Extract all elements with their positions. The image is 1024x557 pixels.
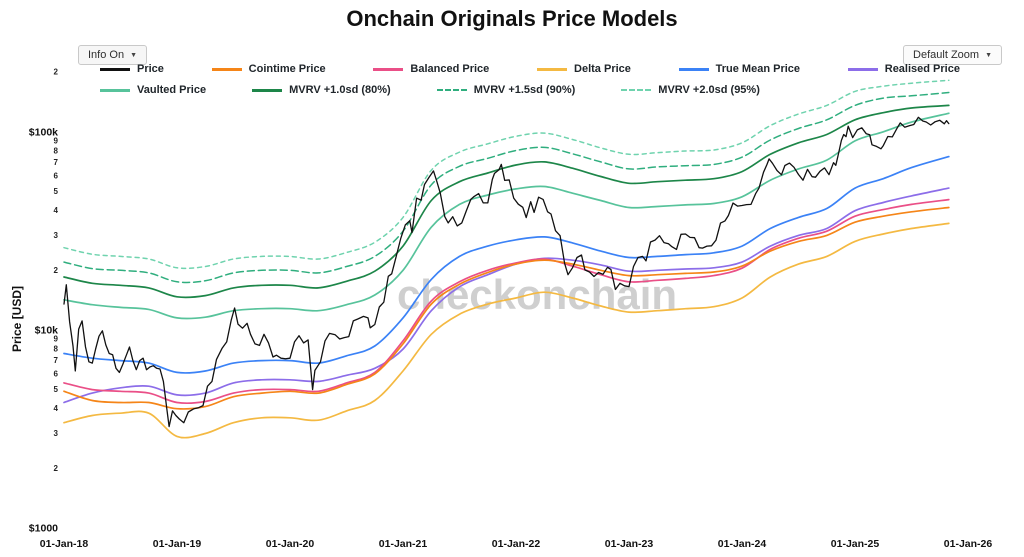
series-line-realised-price bbox=[63, 187, 950, 404]
x-tick-label: 01-Jan-24 bbox=[718, 538, 767, 550]
legend-line-swatch bbox=[211, 67, 242, 71]
series-line-true-mean-price bbox=[63, 155, 950, 374]
legend-label: Delta Price bbox=[574, 63, 631, 75]
info-toggle-button[interactable]: Info On ▼ bbox=[78, 45, 148, 65]
y-tick-label: 4 bbox=[54, 404, 59, 413]
series-line-balanced-price bbox=[63, 198, 950, 405]
legend-line-swatch bbox=[678, 67, 709, 71]
legend-line-swatch bbox=[373, 67, 404, 71]
legend-label: MVRV +1.0sd (80%) bbox=[289, 84, 391, 96]
zoom-select-button[interactable]: Default Zoom ▼ bbox=[903, 45, 1002, 65]
legend-item-balanced-price[interactable]: Balanced Price bbox=[373, 63, 489, 75]
legend-row-1: Price Cointime Price Balanced Price Delta P… bbox=[100, 63, 960, 75]
axis-ticks: 01-Jan-18 01-Jan-19 01-Jan-20 01-Jan-21 01-J… bbox=[29, 68, 993, 550]
page-title: Onchain Originals Price Models bbox=[346, 6, 678, 31]
legend-label: Cointime Price bbox=[248, 63, 326, 75]
legend-item-true-mean-price[interactable]: True Mean Price bbox=[678, 63, 801, 75]
x-tick-label: 01-Jan-19 bbox=[153, 538, 202, 550]
y-tick-label: 2 bbox=[54, 68, 59, 77]
y-tick-label: 5 bbox=[54, 187, 59, 196]
legend-label: Realised Price bbox=[884, 63, 960, 75]
legend-line-swatch bbox=[537, 67, 568, 71]
y-tick-label: 9 bbox=[54, 335, 59, 344]
legend-line-swatch bbox=[621, 89, 652, 91]
legend-item-mvrv-1-5sd-90[interactable]: MVRV +1.5sd (90%) bbox=[436, 84, 576, 96]
series-line-mvrv-1-5sd-90 bbox=[63, 91, 950, 284]
y-tick-label: 6 bbox=[54, 171, 59, 180]
y-tick-label: 3 bbox=[54, 231, 59, 240]
series-line-cointime-price bbox=[63, 206, 950, 410]
legend-label: True Mean Price bbox=[715, 63, 801, 75]
legend-label: Vaulted Price bbox=[137, 84, 207, 96]
y-tick-label: 3 bbox=[54, 429, 59, 438]
y-tick-label: 7 bbox=[54, 356, 59, 365]
legend-line-swatch bbox=[252, 88, 283, 92]
y-axis-title: Price [USD] bbox=[10, 285, 24, 352]
y-tick-label: 7 bbox=[54, 158, 59, 167]
x-tick-label: 01-Jan-22 bbox=[492, 538, 541, 550]
legend-item-cointime-price[interactable]: Cointime Price bbox=[211, 63, 326, 75]
series-line-mvrv-2-0sd-95 bbox=[63, 79, 950, 270]
y-tick-label: $1000 bbox=[29, 523, 58, 535]
chevron-down-icon: ▼ bbox=[130, 51, 138, 59]
legend-line-swatch bbox=[100, 88, 130, 92]
zoom-select-label: Default Zoom bbox=[913, 49, 980, 61]
y-tick-label: 8 bbox=[54, 147, 59, 156]
y-tick-label: 5 bbox=[54, 385, 59, 394]
legend-item-vaulted-price[interactable]: Vaulted Price bbox=[100, 84, 206, 96]
x-tick-label: 01-Jan-23 bbox=[605, 538, 654, 550]
y-tick-label: $100k bbox=[29, 126, 58, 138]
y-tick-label: 6 bbox=[54, 369, 59, 378]
series-line-price bbox=[63, 116, 950, 428]
legend-line-swatch bbox=[847, 67, 878, 71]
legend-item-delta-price[interactable]: Delta Price bbox=[537, 63, 631, 75]
series-line-delta-price bbox=[63, 222, 950, 439]
y-tick-label: 8 bbox=[54, 345, 59, 354]
legend-label: Balanced Price bbox=[410, 63, 490, 75]
series-lines bbox=[63, 79, 950, 439]
y-tick-label: 2 bbox=[54, 464, 59, 473]
legend-item-mvrv-2-0sd-95[interactable]: MVRV +2.0sd (95%) bbox=[621, 84, 760, 96]
legend-item-price[interactable]: Price bbox=[100, 63, 164, 75]
legend-label: MVRV +2.0sd (95%) bbox=[658, 84, 760, 96]
y-tick-label: 2 bbox=[54, 266, 59, 275]
legend-line-swatch bbox=[100, 67, 130, 71]
x-tick-label: 01-Jan-21 bbox=[379, 538, 428, 550]
y-tick-label: 4 bbox=[54, 206, 59, 215]
y-tick-label: 9 bbox=[54, 136, 59, 145]
series-line-mvrv-1-0sd-80 bbox=[63, 104, 950, 299]
x-tick-label: 01-Jan-25 bbox=[831, 538, 880, 550]
legend-label: Price bbox=[137, 63, 164, 75]
legend-line-swatch bbox=[436, 89, 467, 91]
x-tick-label: 01-Jan-18 bbox=[40, 538, 89, 550]
chevron-down-icon: ▼ bbox=[985, 51, 992, 59]
info-toggle-label: Info On bbox=[88, 49, 125, 61]
x-tick-label: 01-Jan-20 bbox=[266, 538, 315, 550]
legend-item-realised-price[interactable]: Realised Price bbox=[847, 63, 960, 75]
y-tick-label: $10k bbox=[35, 324, 59, 336]
legend-row-2: Vaulted Price MVRV +1.0sd (80%) MVRV +1.5s… bbox=[100, 84, 760, 96]
legend-label: MVRV +1.5sd (90%) bbox=[473, 84, 576, 96]
legend-item-mvrv-1-0sd-80[interactable]: MVRV +1.0sd (80%) bbox=[252, 84, 391, 96]
x-tick-label: 01-Jan-26 bbox=[944, 538, 993, 550]
